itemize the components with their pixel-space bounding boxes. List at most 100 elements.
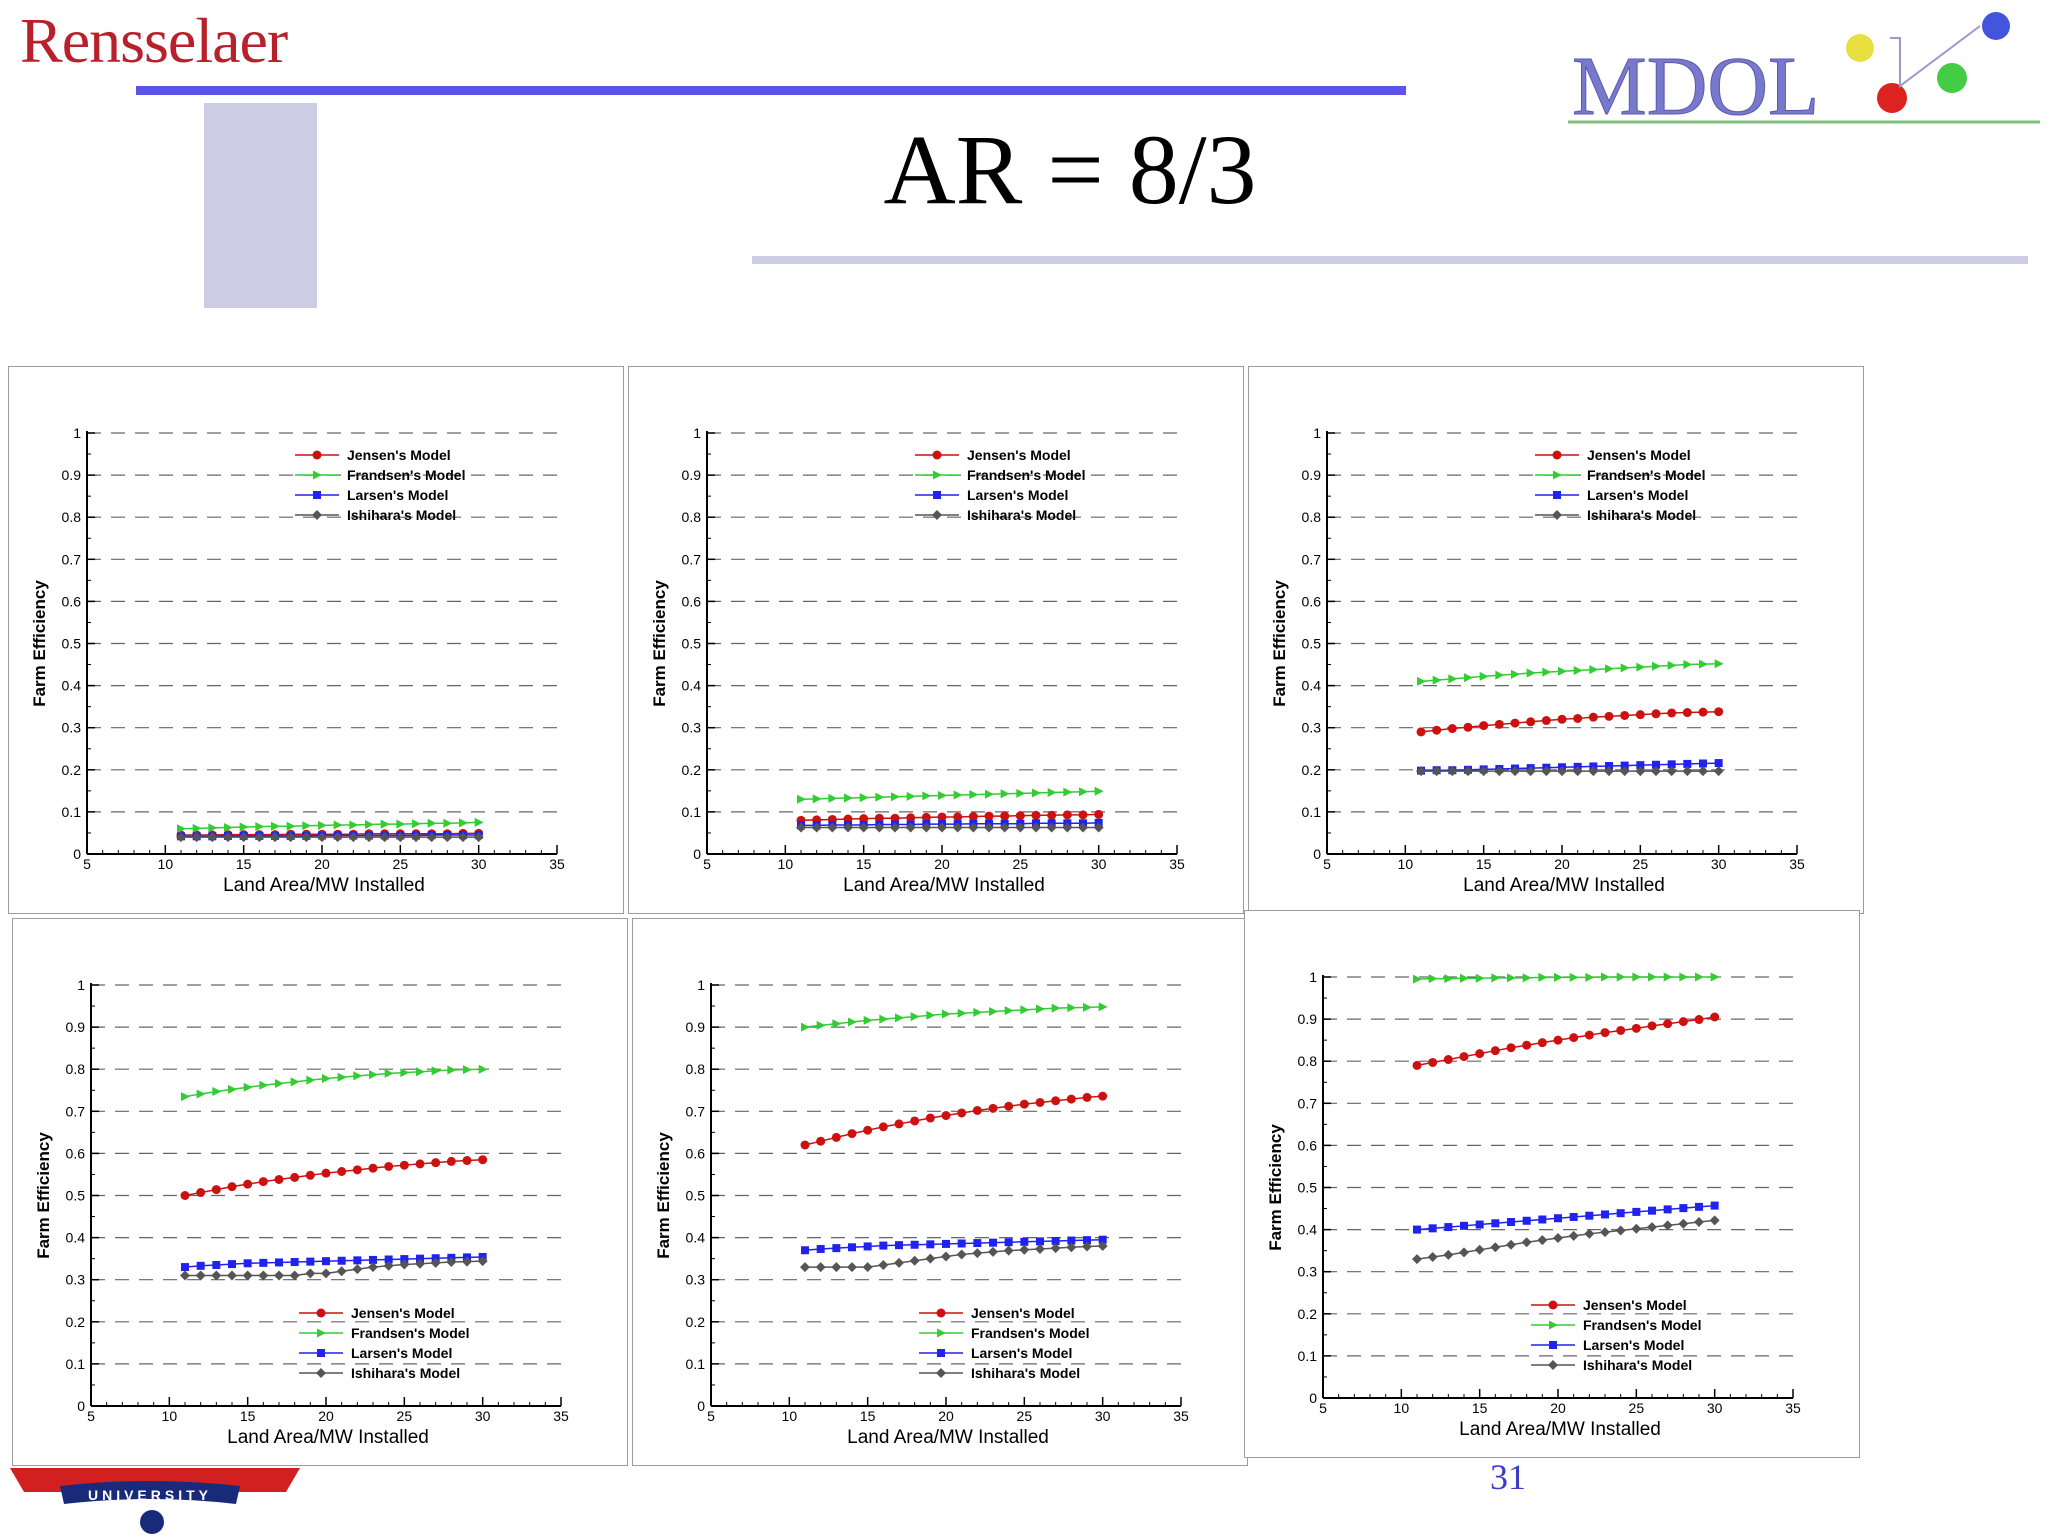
data-point-frandsen [1699, 659, 1708, 669]
x-tick-label: 25 [1629, 1400, 1645, 1416]
data-point-frandsen [1460, 973, 1469, 983]
legend-label-larsen: Larsen's Model [1587, 487, 1688, 503]
data-point-frandsen [1047, 788, 1057, 798]
data-point-ishihara [1698, 766, 1708, 777]
data-point-frandsen [801, 1022, 810, 1032]
data-point-frandsen [1558, 666, 1567, 676]
legend-marker-jensen [312, 450, 322, 460]
data-point-larsen [1413, 1225, 1421, 1234]
data-point-ishihara [1662, 1220, 1673, 1231]
data-point-jensen [859, 814, 869, 824]
header-rule-blue [136, 86, 1406, 95]
data-point-ishihara [426, 832, 437, 843]
data-point-ishihara [1478, 766, 1489, 777]
data-point-frandsen [1464, 673, 1473, 683]
data-point-larsen [863, 1242, 872, 1251]
data-point-ishihara [176, 832, 186, 843]
y-tick-label: 0.3 [66, 1272, 86, 1288]
data-point-frandsen [318, 820, 327, 830]
y-tick-label: 0 [77, 1398, 85, 1414]
data-point-frandsen [259, 1080, 269, 1090]
data-point-ishihara [1604, 766, 1614, 777]
x-tick-label: 35 [553, 1408, 569, 1424]
y-tick-label: 0.6 [682, 593, 702, 609]
data-point-ishihara [1651, 766, 1661, 777]
data-point-frandsen [1098, 1002, 1108, 1012]
data-point-ishihara [1666, 766, 1677, 777]
data-point-frandsen [1079, 787, 1088, 797]
data-point-larsen [1679, 1204, 1688, 1213]
data-point-frandsen [1413, 974, 1422, 984]
data-point-jensen [1082, 1092, 1092, 1102]
x-axis-label: Land Area/MW Installed [223, 875, 425, 896]
x-tick-label: 25 [1017, 1408, 1033, 1424]
data-point-frandsen [416, 1067, 425, 1077]
data-point-jensen [1537, 1038, 1547, 1048]
y-tick-label: 0.9 [66, 1019, 86, 1035]
data-point-jensen [1094, 809, 1104, 819]
data-point-ishihara [1506, 1239, 1516, 1250]
data-point-ishihara [796, 822, 806, 833]
legend-label-ishihara: Ishihara's Model [967, 507, 1076, 523]
data-point-jensen [953, 812, 963, 822]
data-point-ishihara [1709, 1215, 1720, 1226]
series-jensen [1416, 707, 1724, 737]
legend-label-frandsen: Frandsen's Model [1587, 467, 1705, 483]
data-point-ishihara [984, 822, 994, 833]
data-point-frandsen [302, 821, 312, 831]
data-point-larsen [1620, 761, 1629, 770]
data-point-ishihara [1619, 766, 1630, 777]
legend-label-ishihara: Ishihara's Model [1587, 507, 1696, 523]
data-point-frandsen [1648, 972, 1657, 982]
data-point-frandsen [1004, 1006, 1014, 1016]
data-point-jensen [890, 813, 900, 823]
data-point-jensen [384, 1161, 394, 1171]
data-point-ishihara [415, 1258, 425, 1269]
legend-label-frandsen: Frandsen's Model [967, 467, 1085, 483]
data-point-frandsen [333, 820, 343, 830]
data-point-frandsen [212, 1087, 222, 1097]
data-point-jensen [446, 1156, 456, 1166]
data-point-larsen [895, 1241, 903, 1250]
series-larsen [1413, 1201, 1719, 1234]
y-tick-label: 0.8 [686, 1061, 706, 1077]
data-point-larsen [181, 1263, 189, 1272]
data-point-ishihara [399, 1259, 410, 1270]
data-point-frandsen [255, 822, 265, 832]
legend-label-jensen: Jensen's Model [971, 1305, 1075, 1321]
y-tick-label: 0.3 [682, 720, 702, 736]
legend-label-frandsen: Frandsen's Model [351, 1325, 469, 1341]
data-point-jensen [243, 1179, 253, 1189]
data-point-jensen [1000, 811, 1010, 821]
data-point-ishihara [862, 1262, 873, 1273]
data-point-larsen [1098, 1235, 1107, 1244]
data-point-larsen [816, 1244, 825, 1253]
data-point-frandsen [1444, 974, 1454, 984]
x-tick-label: 15 [1472, 1400, 1488, 1416]
chart-legend: Jensen's Model Frandsen's Model Larsen's M… [1531, 1297, 1701, 1373]
legend-label-frandsen: Frandsen's Model [347, 467, 465, 483]
data-point-ishihara [956, 1249, 967, 1260]
y-tick-label: 0.2 [686, 1314, 706, 1330]
data-point-jensen [1647, 1021, 1657, 1031]
x-tick-label: 20 [934, 856, 950, 872]
data-point-ishihara [988, 1246, 998, 1257]
data-point-larsen [1491, 1219, 1500, 1228]
y-tick-label: 1 [1309, 969, 1317, 985]
mdol-logo-line [1890, 25, 1981, 88]
x-axis-label: Land Area/MW Installed [1459, 1419, 1661, 1440]
legend-marker-frandsen [313, 470, 322, 480]
data-point-frandsen [969, 790, 979, 800]
legend-marker-ishihara [312, 510, 322, 520]
data-point-ishihara [1557, 766, 1567, 777]
legend-marker-jensen [1552, 450, 1562, 460]
chart-legend: Jensen's Model Frandsen's Model Larsen's M… [295, 447, 465, 523]
x-tick-label: 30 [1095, 1408, 1111, 1424]
data-point-ishihara [321, 1268, 331, 1279]
data-point-larsen [1699, 759, 1707, 768]
data-point-frandsen [1491, 973, 1501, 983]
series-jensen [796, 809, 1104, 825]
y-tick-label: 0 [697, 1398, 705, 1414]
data-point-jensen [1004, 1101, 1014, 1111]
data-point-jensen [1015, 811, 1025, 821]
